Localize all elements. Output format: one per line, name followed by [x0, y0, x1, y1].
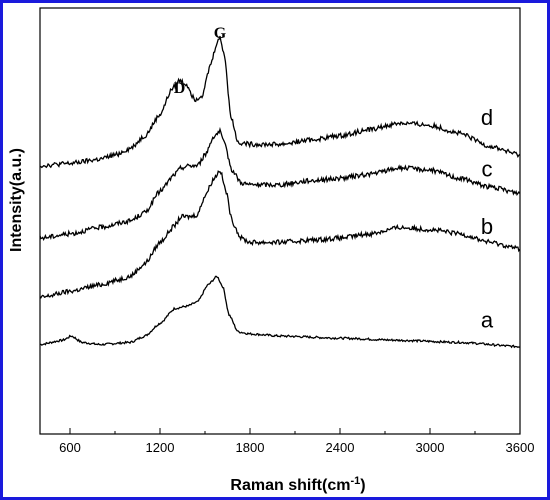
peak-label-d: D — [174, 80, 186, 97]
series-c-line — [39, 126, 521, 241]
series-c-label: c — [482, 156, 493, 181]
x-ticks: 600 1200 1800 2400 3000 3600 — [59, 428, 534, 455]
x-tick-label: 2400 — [326, 440, 355, 455]
curve-labels: a b c d — [481, 105, 494, 332]
series-a-line — [39, 275, 520, 349]
series-b-label: b — [481, 214, 493, 239]
x-tick-label: 1800 — [236, 440, 265, 455]
axes — [39, 7, 521, 435]
series-d-label: d — [481, 105, 493, 130]
peak-label-g: G — [214, 25, 227, 42]
peak-annotations: DG — [174, 25, 227, 97]
plot-area — [39, 7, 521, 435]
series-group — [39, 35, 521, 349]
y-axis-label: Intensity(a.u.) — [8, 148, 25, 252]
series-a-label: a — [481, 308, 494, 333]
x-tick-label: 3600 — [506, 440, 535, 455]
x-tick-label: 600 — [59, 440, 81, 455]
series-b-line — [39, 170, 521, 299]
x-axis-label: Raman shift(cm-1) — [230, 475, 365, 494]
x-tick-label: 3000 — [416, 440, 445, 455]
series-d-line — [39, 35, 521, 169]
x-tick-label: 1200 — [146, 440, 175, 455]
